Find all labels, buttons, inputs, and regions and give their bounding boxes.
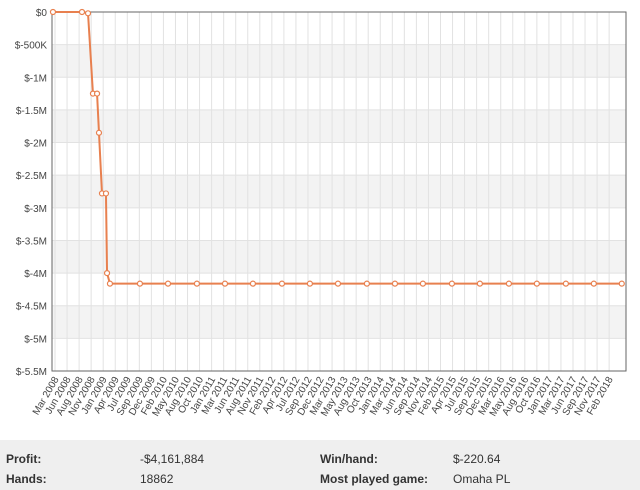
- data-point: [193, 280, 201, 287]
- data-point: [419, 280, 427, 287]
- chart: $0 $-500K $-1M $-1.5M $-2M $-2.5M $-3M $-3.5M $-…: [15, 8, 627, 419]
- stat-value: $-220.64: [453, 452, 501, 466]
- grid-band: [52, 175, 626, 208]
- y-tick-label: $-3.5M: [16, 236, 47, 247]
- data-point: [363, 280, 370, 287]
- data-point: [249, 280, 257, 287]
- data-point: [106, 280, 114, 287]
- data-point: [533, 280, 540, 287]
- y-tick-label: $0: [36, 8, 48, 19]
- y-tick-label: $-4M: [24, 269, 47, 280]
- stat-value: -$4,161,884: [140, 452, 205, 466]
- data-line: [52, 11, 622, 285]
- data-point: [78, 8, 86, 16]
- stat-label: Hands:: [6, 472, 47, 486]
- y-tick-label: $-5.5M: [16, 367, 47, 378]
- data-point: [505, 280, 513, 287]
- data-point: [476, 280, 483, 287]
- stat-label: Most played game:: [320, 472, 429, 486]
- y-tick-label: $-5M: [24, 334, 47, 345]
- data-point: [102, 190, 110, 197]
- y-tick-label: $-2M: [24, 139, 47, 150]
- data-point: [618, 280, 625, 287]
- data-point: [164, 280, 172, 287]
- grid-band: [52, 44, 626, 78]
- plot-frame: [51, 11, 627, 372]
- grid-band: [52, 240, 626, 274]
- y-tick-label: $-1.5M: [16, 106, 47, 117]
- y-tick-label: $-4.5M: [16, 302, 47, 313]
- data-point: [84, 10, 92, 17]
- data-point: [49, 8, 57, 16]
- y-tick-label: $-2.5M: [16, 171, 47, 182]
- data-point: [278, 280, 286, 287]
- data-point: [221, 280, 229, 287]
- stat-label: Profit:: [6, 452, 42, 466]
- data-point: [103, 269, 111, 277]
- data-point: [334, 280, 342, 287]
- data-point: [95, 129, 103, 136]
- data-point: [562, 280, 569, 287]
- data-point: [590, 280, 597, 287]
- stat-label: Win/hand:: [320, 452, 378, 466]
- y-tick-label: $-500K: [15, 41, 48, 52]
- data-point: [306, 280, 314, 287]
- y-tick-label: $-3M: [24, 204, 47, 215]
- stats-panel: Profit: -$4,161,884 Hands: 18862 Win/han…: [0, 440, 640, 490]
- data-point: [448, 280, 456, 287]
- stat-value: Omaha PL: [453, 472, 511, 486]
- data-point: [136, 280, 144, 287]
- data-point: [93, 90, 101, 97]
- grid-band: [52, 305, 626, 339]
- data-point: [391, 280, 399, 287]
- stat-value: 18862: [140, 472, 174, 486]
- grid-band: [52, 109, 626, 143]
- y-tick-label: $-1M: [24, 73, 47, 84]
